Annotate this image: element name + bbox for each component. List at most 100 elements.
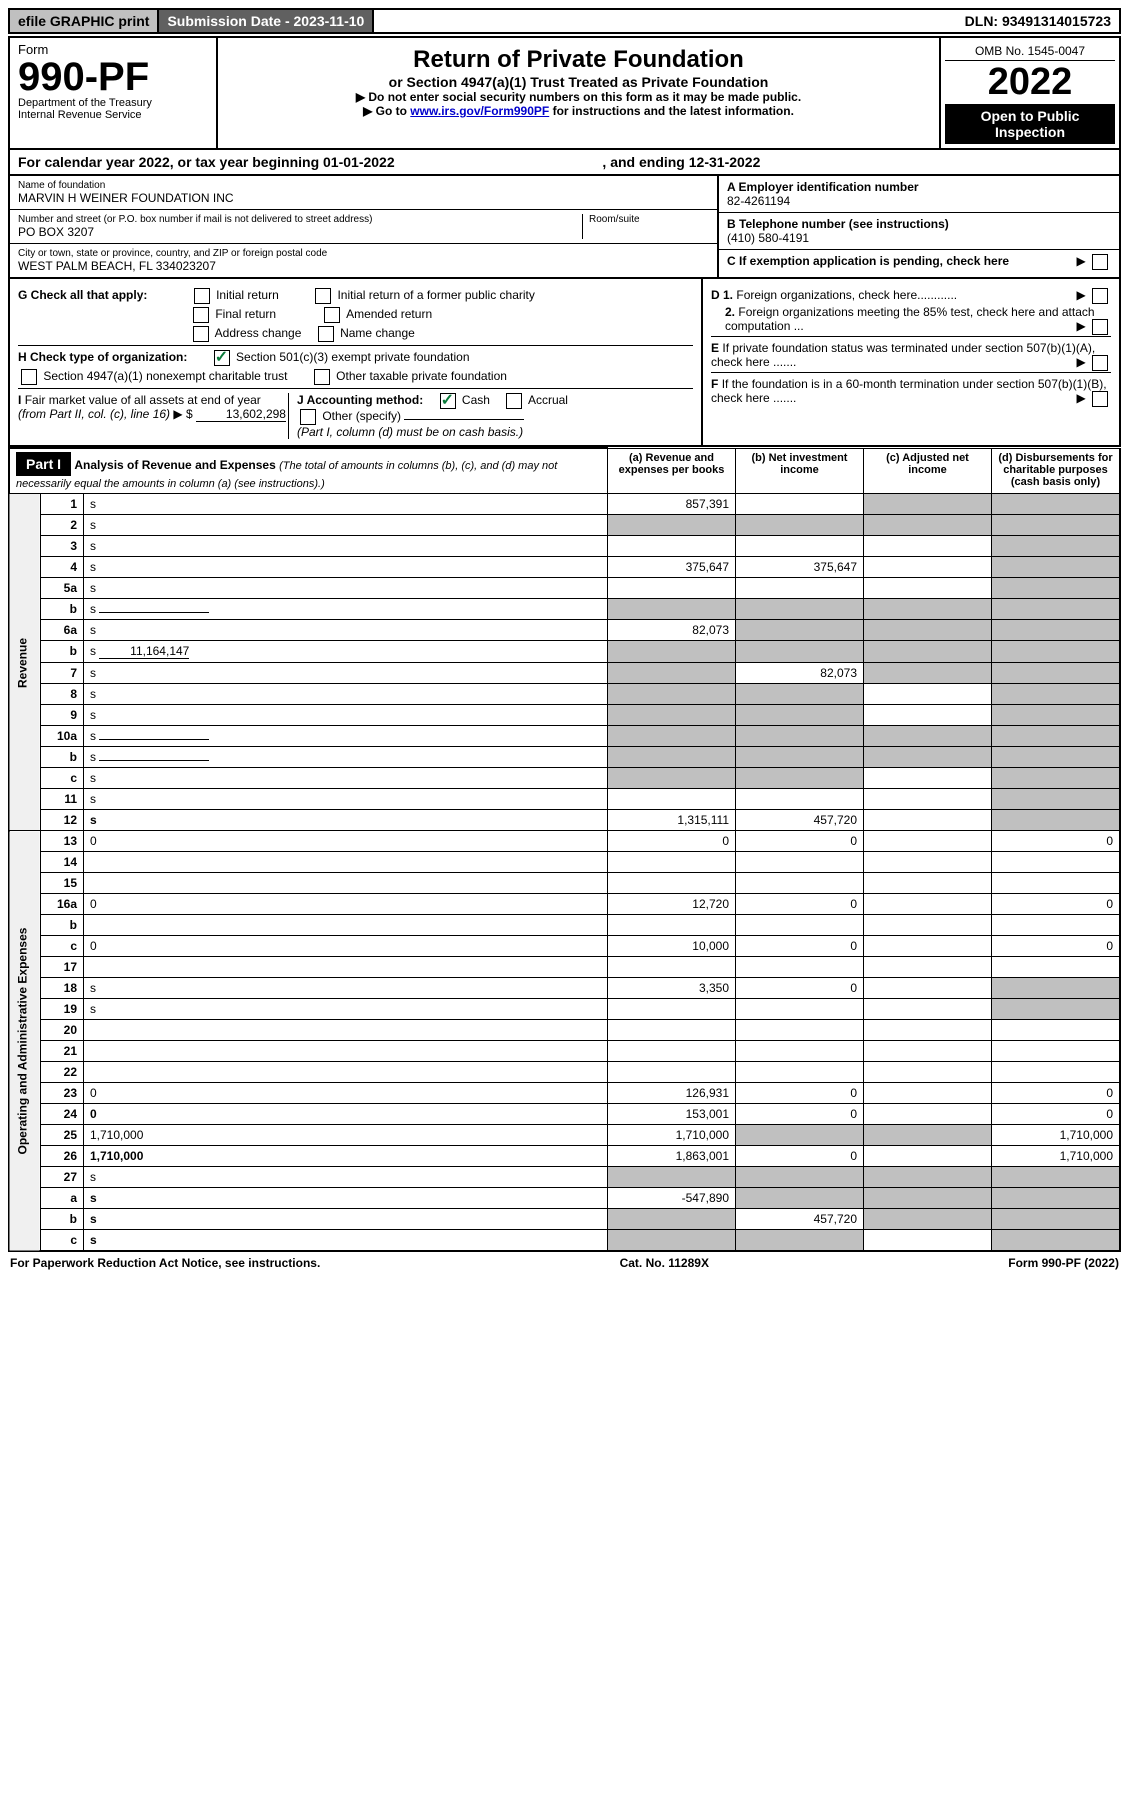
g-initial-former-checkbox[interactable] xyxy=(315,288,331,304)
irs-link[interactable]: www.irs.gov/Form990PF xyxy=(410,104,549,118)
g-initial-checkbox[interactable] xyxy=(194,288,210,304)
cell-value xyxy=(608,1020,736,1041)
cell-shaded xyxy=(736,705,864,726)
row-num: c xyxy=(41,936,84,957)
row-desc: s xyxy=(84,705,608,726)
omb-number: OMB No. 1545-0047 xyxy=(945,42,1115,61)
e-checkbox[interactable] xyxy=(1092,355,1108,371)
cell-shaded xyxy=(992,705,1121,726)
cell-shaded xyxy=(864,663,992,684)
cell-value xyxy=(864,1062,992,1083)
cell-shaded xyxy=(608,663,736,684)
table-row: 21 xyxy=(9,1041,1120,1062)
cell-value xyxy=(864,852,992,873)
g-name-checkbox[interactable] xyxy=(318,326,334,342)
cell-shaded xyxy=(608,641,736,663)
cell-shaded xyxy=(992,599,1121,620)
cell-value xyxy=(864,578,992,599)
j-accrual-checkbox[interactable] xyxy=(506,393,522,409)
table-row: bs xyxy=(9,747,1120,768)
cell-value xyxy=(864,915,992,936)
row-desc: 0 xyxy=(84,1104,608,1125)
h-4947-checkbox[interactable] xyxy=(21,369,37,385)
calendar-year-row: For calendar year 2022, or tax year begi… xyxy=(8,150,1121,176)
city-state-zip: WEST PALM BEACH, FL 334023207 xyxy=(18,259,709,273)
row-desc: s xyxy=(84,684,608,705)
cell-shaded xyxy=(736,1188,864,1209)
cell-value xyxy=(864,957,992,978)
cell-shaded xyxy=(608,1209,736,1230)
j-cash-checkbox[interactable] xyxy=(440,393,456,409)
street-address: PO BOX 3207 xyxy=(18,225,582,239)
cell-shaded xyxy=(992,768,1121,789)
cell-shaded xyxy=(992,1188,1121,1209)
cell-value xyxy=(608,1062,736,1083)
cell-value xyxy=(864,768,992,789)
cell-shaded xyxy=(736,747,864,768)
row-desc: s xyxy=(84,1188,608,1209)
cell-shaded xyxy=(992,1209,1121,1230)
cell-value: 1,315,111 xyxy=(608,810,736,831)
cell-shaded xyxy=(864,599,992,620)
c-label: C If exemption application is pending, c… xyxy=(727,254,1009,268)
cell-value: 0 xyxy=(736,978,864,999)
row-num: a xyxy=(41,1188,84,1209)
c-checkbox[interactable] xyxy=(1092,254,1108,270)
cell-value: 0 xyxy=(736,831,864,852)
h-other-checkbox[interactable] xyxy=(314,369,330,385)
row-desc: s xyxy=(84,536,608,557)
col-d-header: (d) Disbursements for charitable purpose… xyxy=(992,448,1121,494)
cell-value xyxy=(864,789,992,810)
row-desc xyxy=(84,1020,608,1041)
form-number: 990-PF xyxy=(18,57,208,97)
cell-shaded xyxy=(736,1230,864,1252)
table-row: 16a012,72000 xyxy=(9,894,1120,915)
cell-shaded xyxy=(864,1188,992,1209)
cell-shaded xyxy=(992,578,1121,599)
cell-value: 375,647 xyxy=(608,557,736,578)
row-desc: s xyxy=(84,810,608,831)
cell-shaded xyxy=(992,641,1121,663)
cell-value: 10,000 xyxy=(608,936,736,957)
g-amended-checkbox[interactable] xyxy=(324,307,340,323)
f-checkbox[interactable] xyxy=(1092,391,1108,407)
cell-value: 0 xyxy=(736,894,864,915)
h-501c3-checkbox[interactable] xyxy=(214,350,230,366)
row-num: c xyxy=(41,1230,84,1252)
row-desc: 1,710,000 xyxy=(84,1146,608,1167)
cell-shaded xyxy=(992,557,1121,578)
open-public: Open to Public Inspection xyxy=(945,104,1115,144)
table-row: 2s xyxy=(9,515,1120,536)
row-desc: 0 xyxy=(84,831,608,852)
row-desc: s xyxy=(84,768,608,789)
d1-checkbox[interactable] xyxy=(1092,288,1108,304)
cell-shaded xyxy=(608,705,736,726)
cell-value: 0 xyxy=(736,936,864,957)
cell-shaded xyxy=(736,768,864,789)
row-num: 24 xyxy=(41,1104,84,1125)
j-other-checkbox[interactable] xyxy=(300,409,316,425)
row-num: 16a xyxy=(41,894,84,915)
fmv-value: 13,602,298 xyxy=(196,407,286,422)
cell-value: 0 xyxy=(992,936,1121,957)
cell-value xyxy=(736,852,864,873)
row-num: 13 xyxy=(41,831,84,852)
g-final-checkbox[interactable] xyxy=(193,307,209,323)
row-num: 14 xyxy=(41,852,84,873)
header-note2: ▶ Go to www.irs.gov/Form990PF for instru… xyxy=(226,104,931,118)
cell-value xyxy=(864,557,992,578)
table-row: 8s xyxy=(9,684,1120,705)
row-desc: s xyxy=(84,747,608,768)
row-desc: s xyxy=(84,494,608,515)
j-label: J Accounting method: xyxy=(297,393,423,407)
d2-checkbox[interactable] xyxy=(1092,319,1108,335)
col-b-header: (b) Net investment income xyxy=(736,448,864,494)
cell-shaded xyxy=(864,726,992,747)
table-row: Operating and Administrative Expenses130… xyxy=(9,831,1120,852)
table-row: cs xyxy=(9,768,1120,789)
g-address-checkbox[interactable] xyxy=(193,326,209,342)
city-label: City or town, state or province, country… xyxy=(18,248,709,259)
cell-value xyxy=(736,999,864,1020)
row-num: 27 xyxy=(41,1167,84,1188)
table-row: cs xyxy=(9,1230,1120,1252)
